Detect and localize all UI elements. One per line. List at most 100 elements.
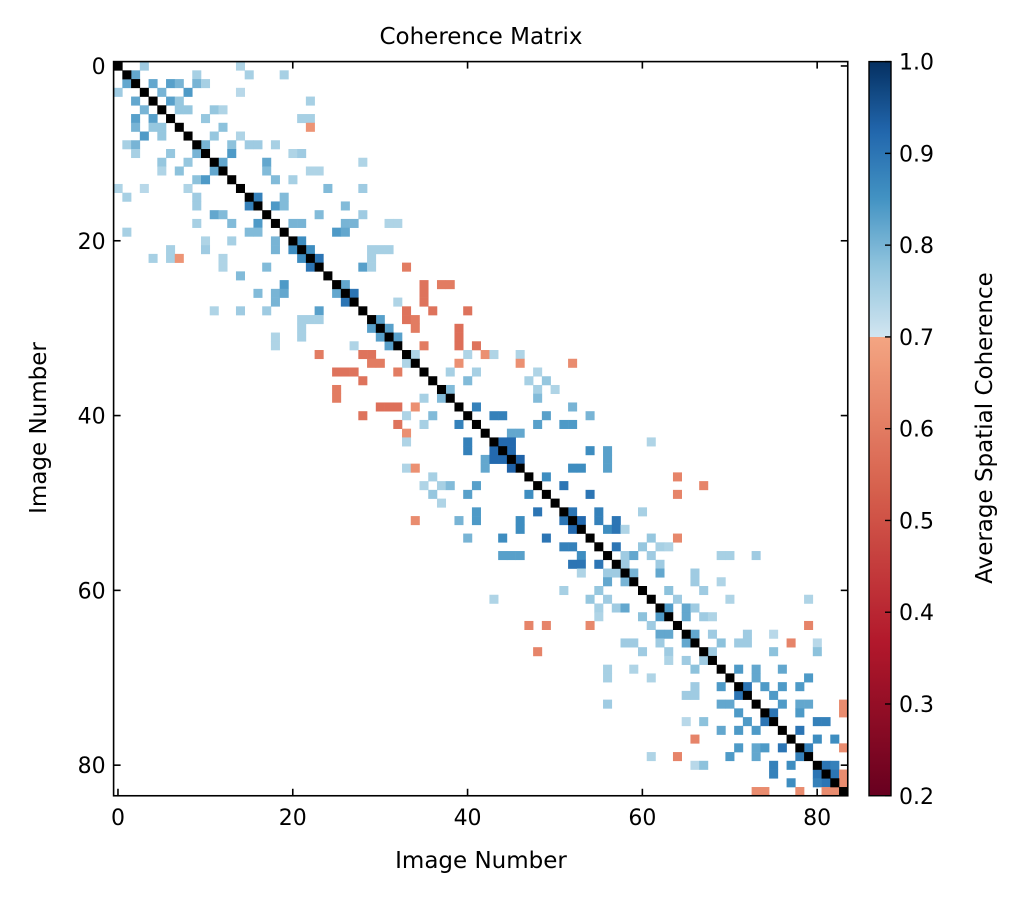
heatmap-cells: [113, 61, 849, 797]
colorbar-label: Average Spatial Coherence: [972, 272, 998, 584]
heatmap-cell: [812, 769, 822, 779]
heatmap-cell: [541, 411, 551, 421]
heatmap-cell: [734, 708, 744, 718]
heatmap-cell: [629, 638, 639, 648]
heatmap-cell: [419, 280, 429, 290]
heatmap-cell: [122, 192, 132, 202]
heatmap-cell: [812, 647, 822, 657]
heatmap-cell: [419, 297, 429, 307]
heatmap-cell: [812, 778, 822, 788]
heatmap-cell: [471, 507, 481, 517]
heatmap-cell: [436, 280, 447, 290]
heatmap-cell: [218, 253, 228, 263]
diagonal-cell: [367, 315, 377, 325]
heatmap-cell: [402, 437, 412, 447]
heatmap-cell: [235, 87, 245, 97]
diagonal-cell: [262, 210, 272, 220]
heatmap-cell: [402, 306, 412, 316]
heatmap-cell: [358, 376, 368, 386]
heatmap-cell: [681, 655, 691, 665]
heatmap-cell: [533, 384, 543, 395]
heatmap-cell: [498, 437, 508, 447]
y-tick-label: 20: [78, 230, 106, 255]
heatmap-cell: [568, 358, 578, 368]
heatmap-cell: [297, 149, 307, 159]
heatmap-cell: [227, 149, 237, 159]
heatmap-cell: [681, 603, 691, 613]
heatmap-cell: [489, 454, 499, 464]
heatmap-cell: [393, 332, 403, 342]
heatmap-cell: [568, 463, 578, 473]
heatmap-cell: [201, 245, 211, 255]
heatmap-cell: [349, 218, 359, 228]
colorbar-tick-label: 0.8: [899, 234, 934, 259]
heatmap-cell: [734, 664, 744, 674]
heatmap-cell: [174, 96, 184, 106]
colorbar-tick-label: 1.0: [899, 51, 934, 76]
heatmap-cell: [498, 411, 508, 421]
x-tick-label: 0: [111, 806, 125, 831]
heatmap-cell: [594, 507, 604, 517]
diagonal-cell: [174, 122, 184, 132]
heatmap-cell: [235, 61, 245, 71]
diagonal-cell: [681, 629, 691, 639]
diagonal-cell: [707, 655, 717, 665]
diagonal-cell: [288, 236, 298, 246]
heatmap-cell: [375, 358, 385, 368]
heatmap-cell: [751, 551, 761, 561]
diagonal-cell: [305, 253, 315, 263]
heatmap-cell: [235, 306, 245, 316]
heatmap-cell: [192, 201, 202, 211]
diagonal-cell: [804, 752, 814, 762]
diagonal-cell: [498, 446, 508, 456]
heatmap-cell: [174, 105, 184, 115]
heatmap-cell: [297, 236, 307, 246]
heatmap-cell: [297, 315, 307, 325]
diagonal-cell: [428, 376, 438, 386]
heatmap-cell: [393, 218, 403, 228]
diagonal-cell: [192, 140, 202, 150]
heatmap-cell: [760, 787, 770, 797]
heatmap-cell: [804, 594, 814, 604]
diagonal-cell: [419, 367, 429, 377]
heatmap-cell: [742, 629, 752, 639]
heatmap-cell: [454, 358, 464, 368]
heatmap-cell: [410, 516, 420, 526]
heatmap-cell: [646, 437, 656, 447]
heatmap-cell: [603, 454, 613, 464]
diagonal-cell: [559, 507, 569, 517]
heatmap-cell: [183, 183, 193, 193]
x-tick-label: 40: [454, 806, 482, 831]
heatmap-cell: [314, 253, 324, 263]
heatmap-cell: [515, 358, 525, 368]
colorbar-tick-label: 0.5: [899, 509, 934, 534]
heatmap-cell: [174, 79, 184, 89]
heatmap-cell: [192, 175, 202, 185]
heatmap-cell: [122, 140, 132, 150]
heatmap-cell: [760, 717, 770, 727]
heatmap-cell: [795, 752, 805, 762]
heatmap-cell: [209, 306, 219, 316]
heatmap-cell: [454, 323, 464, 333]
heatmap-cell: [533, 647, 543, 657]
heatmap-cell: [209, 210, 219, 220]
heatmap-cell: [139, 183, 149, 193]
heatmap-cell: [603, 594, 613, 604]
heatmap-cell: [157, 122, 167, 132]
heatmap-cell: [174, 166, 184, 176]
heatmap-cell: [244, 140, 254, 150]
heatmap-cell: [454, 419, 464, 429]
heatmap-cell: [751, 664, 761, 674]
heatmap-cell: [253, 140, 263, 150]
heatmap-cell: [463, 489, 473, 499]
heatmap-cell: [244, 201, 254, 211]
heatmap-cell: [393, 419, 403, 429]
heatmap-cell: [367, 350, 377, 360]
heatmap-cell: [489, 446, 499, 456]
heatmap-cell: [270, 332, 280, 342]
heatmap-cell: [166, 245, 176, 255]
heatmap-cell: [314, 166, 324, 176]
y-tick-label: 0: [92, 55, 106, 80]
diagonal-cell: [620, 568, 630, 578]
heatmap-cell: [664, 655, 674, 665]
